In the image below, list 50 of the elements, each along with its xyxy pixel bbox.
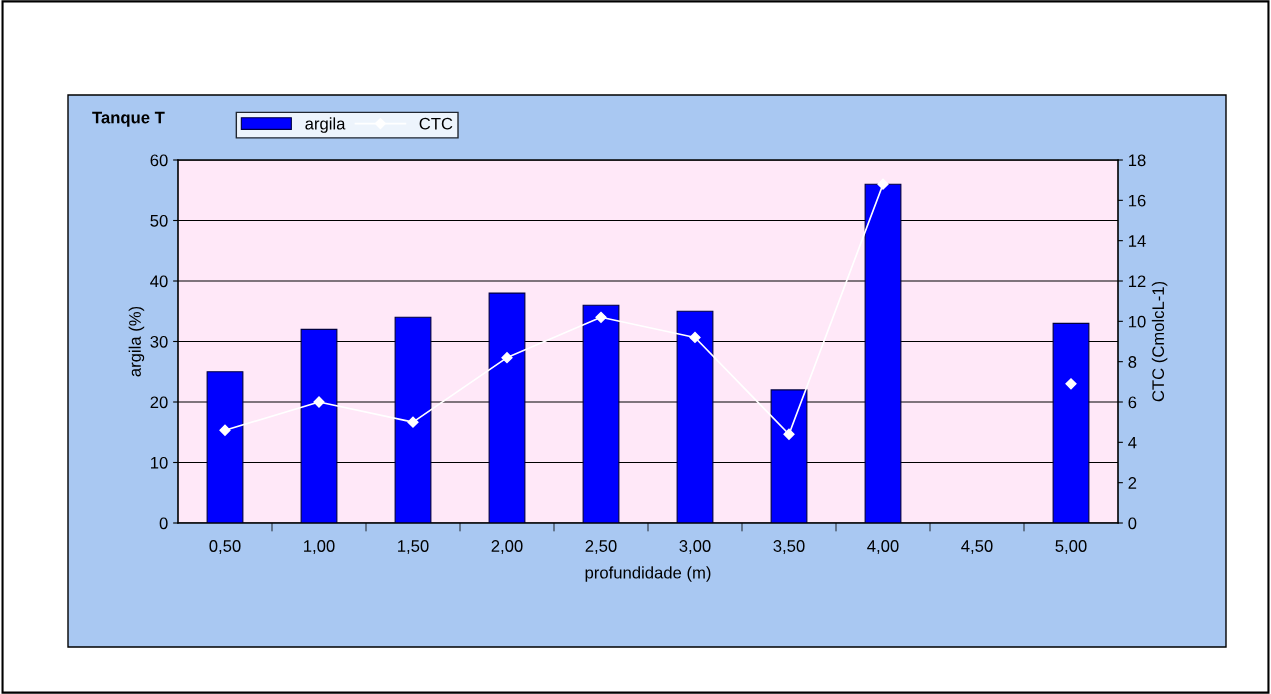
y-tick-label: 30: [150, 335, 168, 348]
x-tick-label: 1,00: [304, 540, 335, 554]
y-tick-label: 0: [159, 517, 168, 530]
bar: [206, 371, 244, 523]
x-tick-label: 4,50: [961, 540, 993, 554]
bar: [488, 292, 526, 523]
x-tick-label: 2,00: [491, 540, 523, 554]
x-tick-label: 3,00: [679, 540, 711, 554]
point: [877, 178, 889, 190]
y2-tick-label: 12: [1128, 275, 1146, 288]
y-tick-label: 40: [150, 275, 168, 288]
point: [219, 424, 231, 436]
x-tick-label: 5,00: [1055, 540, 1087, 554]
bar: [676, 310, 714, 523]
point: [501, 352, 513, 364]
y-tick-label: 50: [150, 214, 168, 227]
x-tick-label: 4,00: [867, 540, 899, 554]
point: [407, 416, 419, 428]
x-tick-label: 2,50: [585, 540, 617, 554]
bar: [770, 389, 808, 523]
y2-tick-label: 6: [1128, 396, 1137, 409]
bar: [582, 304, 620, 523]
x-axis-title: profundidade (m): [585, 566, 711, 582]
bar: [394, 316, 432, 523]
legend-label: CTC: [419, 117, 453, 130]
bar: [300, 328, 338, 523]
point: [595, 311, 607, 323]
point: [783, 428, 795, 440]
bar: [864, 183, 902, 523]
y2-tick-label: 2: [1128, 477, 1137, 489]
y2-tick-label: 4: [1128, 436, 1137, 449]
legend-label: argila: [305, 117, 346, 133]
y-tick-label: 60: [150, 154, 168, 167]
y2-axis-title: CTC (CmolcL-1): [1151, 281, 1168, 402]
point: [689, 331, 701, 344]
y-tick-label: 10: [151, 456, 168, 469]
chart-title: Tanque T: [92, 111, 165, 127]
y2-tick-label: 10: [1128, 315, 1146, 328]
y-axis-title: argila (%): [128, 306, 145, 377]
x-tick-label: 0,50: [209, 540, 241, 554]
x-tick-label: 3,50: [773, 540, 805, 554]
y-tick-label: 20: [150, 396, 168, 409]
x-tick-label: 1,50: [398, 540, 429, 554]
y2-tick-label: 14: [1128, 235, 1146, 247]
y2-tick-label: 0: [1128, 517, 1137, 530]
y2-tick-label: 16: [1128, 194, 1146, 207]
point: [1065, 378, 1077, 390]
y2-tick-label: 18: [1128, 154, 1146, 167]
y2-tick-label: 8: [1128, 356, 1137, 368]
bar: [1052, 322, 1090, 523]
